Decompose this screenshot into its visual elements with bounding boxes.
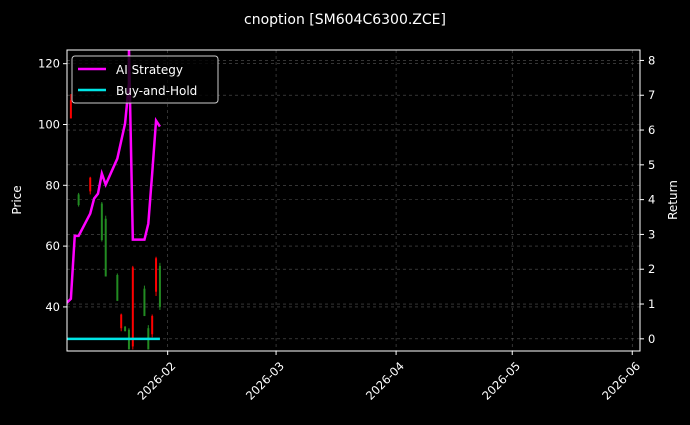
x-tick-label: 2026-03 bbox=[243, 359, 287, 403]
y-tick-label-right: 3 bbox=[648, 227, 655, 241]
y-tick-label-left: 60 bbox=[45, 239, 60, 253]
legend: AI Strategy Buy-and-Hold bbox=[71, 55, 219, 104]
candle-body bbox=[158, 265, 161, 307]
lines bbox=[67, 50, 161, 341]
candle-body bbox=[77, 194, 80, 206]
x-tick-label: 2026-02 bbox=[135, 359, 179, 403]
chart-title: cnoption [SM604C6300.ZCE] bbox=[244, 12, 446, 28]
plot-frame bbox=[66, 49, 641, 352]
y-axis-label-right: Return bbox=[666, 180, 680, 220]
y-tick-label-left: 120 bbox=[38, 57, 60, 71]
candle-body bbox=[151, 316, 154, 335]
candle-body bbox=[69, 100, 72, 119]
candle-body bbox=[100, 203, 103, 241]
legend-box bbox=[71, 55, 219, 104]
y-tick-label-right: 8 bbox=[648, 53, 655, 67]
y-tick-label-right: 5 bbox=[648, 158, 655, 172]
candle-body bbox=[124, 326, 127, 332]
candle-body bbox=[143, 288, 146, 317]
y-tick-label-right: 6 bbox=[648, 123, 655, 137]
y-axis-label-left: Price bbox=[10, 185, 24, 214]
legend-label-buy-and-hold: Buy-and-Hold bbox=[116, 84, 197, 98]
candle-body bbox=[120, 314, 123, 329]
y-tick-label-left: 100 bbox=[38, 117, 60, 131]
y-tick-label-right: 2 bbox=[648, 262, 655, 276]
y-tick-label-left: 80 bbox=[45, 178, 60, 192]
series-line-ai-strategy bbox=[67, 50, 161, 304]
x-tick-label: 2026-06 bbox=[599, 359, 643, 403]
x-tick-label: 2026-04 bbox=[363, 359, 407, 403]
candle-body bbox=[155, 258, 158, 292]
candle-body bbox=[131, 267, 134, 347]
y-tick-label-right: 7 bbox=[648, 88, 655, 102]
candle-body bbox=[89, 177, 92, 192]
y-tick-label-right: 4 bbox=[648, 193, 655, 207]
candles bbox=[69, 94, 161, 350]
candle-body bbox=[104, 218, 107, 277]
y-tick-label-left: 40 bbox=[45, 300, 60, 314]
y-tick-label-right: 0 bbox=[648, 332, 655, 346]
legend-label-ai-strategy: AI Strategy bbox=[116, 63, 183, 77]
candle-body bbox=[116, 274, 119, 301]
x-tick-label: 2026-05 bbox=[479, 359, 523, 403]
y-tick-label-right: 1 bbox=[648, 297, 655, 311]
